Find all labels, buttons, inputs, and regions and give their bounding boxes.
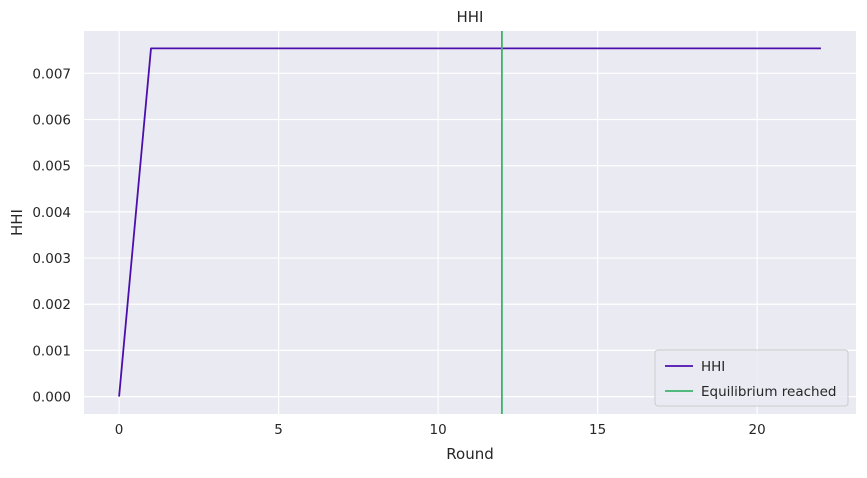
series-line-hhi <box>118 47 821 397</box>
x-axis-label: Round <box>446 445 493 463</box>
legend-box <box>654 349 849 407</box>
y-tick-label: 0.001 <box>32 343 71 359</box>
x-tick-label: 15 <box>589 422 606 438</box>
legend-label: Equilibrium reached <box>701 384 836 400</box>
y-axis-ticks: 0.000 0.001 0.002 0.003 0.004 0.005 0.006 0.007 <box>32 66 71 405</box>
x-axis-ticks: 0 5 10 15 20 <box>115 422 766 438</box>
series-layer <box>118 47 821 397</box>
y-tick-label: 0.004 <box>32 205 71 221</box>
x-tick-label: 5 <box>274 422 283 438</box>
y-tick-label: 0.000 <box>32 390 71 406</box>
x-tick-label: 0 <box>115 422 124 438</box>
legend-label: HHI <box>701 359 725 375</box>
y-tick-label: 0.005 <box>32 159 71 175</box>
y-tick-label: 0.007 <box>32 66 71 82</box>
y-tick-label: 0.002 <box>32 297 71 313</box>
chart-title: HHI <box>457 8 484 26</box>
y-tick-label: 0.003 <box>32 251 71 267</box>
x-tick-label: 20 <box>749 422 766 438</box>
x-tick-label: 10 <box>430 422 447 438</box>
y-tick-label: 0.006 <box>32 112 71 128</box>
y-axis-label: HHI <box>8 209 26 236</box>
legend: HHI Equilibrium reached <box>654 349 849 407</box>
